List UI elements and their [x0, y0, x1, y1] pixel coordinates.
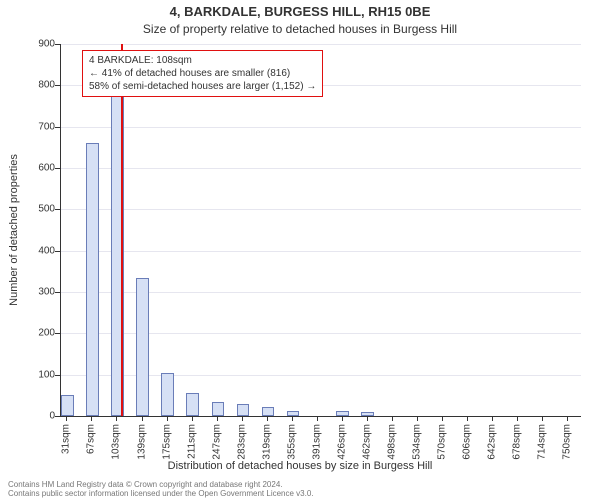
- x-tick-label: 750sqm: [562, 424, 573, 460]
- y-tick-label: 300: [0, 287, 55, 298]
- annotation-line-1: 4 BARKDALE: 108sqm: [89, 54, 316, 67]
- x-tick-mark: [167, 416, 168, 421]
- x-tick-label: 67sqm: [86, 424, 97, 454]
- y-tick-label: 100: [0, 369, 55, 380]
- x-tick-label: 139sqm: [136, 424, 147, 460]
- x-tick-label: 211sqm: [186, 424, 197, 459]
- x-tick-mark: [492, 416, 493, 421]
- grid-line: [61, 168, 581, 169]
- x-tick-mark: [417, 416, 418, 421]
- x-tick-mark: [442, 416, 443, 421]
- plot-area: [60, 44, 581, 417]
- y-tick-label: 500: [0, 204, 55, 215]
- x-tick-mark: [467, 416, 468, 421]
- histogram-bar: [361, 412, 374, 416]
- x-tick-label: 175sqm: [161, 424, 172, 460]
- x-tick-label: 714sqm: [537, 424, 548, 460]
- x-tick-label: 606sqm: [462, 424, 473, 460]
- annotation-box: 4 BARKDALE: 108sqm ← 41% of detached hou…: [82, 50, 323, 97]
- annotation-line-3: 58% of semi-detached houses are larger (…: [89, 80, 316, 93]
- x-tick-label: 31sqm: [61, 424, 72, 454]
- chart-container: 4, BARKDALE, BURGESS HILL, RH15 0BE Size…: [0, 0, 600, 500]
- footer-attribution: Contains HM Land Registry data © Crown c…: [8, 480, 314, 498]
- grid-line: [61, 127, 581, 128]
- grid-line: [61, 209, 581, 210]
- y-axis-label: Number of detached properties: [8, 154, 20, 306]
- x-tick-mark: [142, 416, 143, 421]
- x-tick-mark: [392, 416, 393, 421]
- x-tick-label: 498sqm: [386, 424, 397, 460]
- y-tick-label: 600: [0, 163, 55, 174]
- histogram-bar: [212, 402, 225, 416]
- x-tick-mark: [342, 416, 343, 421]
- x-tick-label: 247sqm: [211, 424, 222, 460]
- x-tick-label: 103sqm: [111, 424, 122, 460]
- x-tick-mark: [292, 416, 293, 421]
- histogram-bar: [336, 411, 349, 416]
- y-tick-label: 800: [0, 80, 55, 91]
- y-tick-label: 0: [0, 411, 55, 422]
- x-tick-label: 391sqm: [312, 424, 323, 460]
- x-tick-mark: [66, 416, 67, 421]
- x-tick-mark: [242, 416, 243, 421]
- x-tick-mark: [542, 416, 543, 421]
- footer-line-1: Contains HM Land Registry data © Crown c…: [8, 480, 314, 489]
- x-tick-mark: [267, 416, 268, 421]
- title-main: 4, BARKDALE, BURGESS HILL, RH15 0BE: [0, 4, 600, 19]
- histogram-bar: [136, 278, 149, 416]
- x-axis-label: Distribution of detached houses by size …: [0, 460, 600, 472]
- x-tick-mark: [192, 416, 193, 421]
- x-tick-mark: [116, 416, 117, 421]
- histogram-bar: [186, 393, 199, 416]
- x-tick-mark: [367, 416, 368, 421]
- y-tick-label: 700: [0, 121, 55, 132]
- x-tick-mark: [567, 416, 568, 421]
- x-tick-label: 534sqm: [411, 424, 422, 460]
- x-tick-label: 355sqm: [287, 424, 298, 460]
- x-tick-label: 319sqm: [262, 424, 273, 460]
- x-tick-mark: [217, 416, 218, 421]
- histogram-bar: [161, 373, 174, 416]
- x-tick-label: 678sqm: [512, 424, 523, 460]
- x-tick-label: 642sqm: [487, 424, 498, 460]
- y-tick-label: 900: [0, 39, 55, 50]
- histogram-bar: [237, 404, 250, 416]
- y-tick-label: 200: [0, 328, 55, 339]
- x-tick-mark: [317, 416, 318, 421]
- annotation-line-2: ← 41% of detached houses are smaller (81…: [89, 67, 316, 80]
- histogram-bar: [262, 407, 275, 416]
- highlight-line: [121, 44, 123, 416]
- x-tick-label: 570sqm: [436, 424, 447, 460]
- y-tick-label: 400: [0, 245, 55, 256]
- x-tick-label: 283sqm: [236, 424, 247, 460]
- histogram-bar: [86, 143, 99, 416]
- histogram-bar: [287, 411, 300, 416]
- grid-line: [61, 44, 581, 45]
- x-tick-mark: [91, 416, 92, 421]
- grid-line: [61, 251, 581, 252]
- footer-line-2: Contains public sector information licen…: [8, 489, 314, 498]
- x-tick-mark: [517, 416, 518, 421]
- x-tick-label: 426sqm: [336, 424, 347, 460]
- x-tick-label: 462sqm: [361, 424, 372, 460]
- histogram-bar: [61, 395, 74, 416]
- title-sub: Size of property relative to detached ho…: [0, 22, 600, 36]
